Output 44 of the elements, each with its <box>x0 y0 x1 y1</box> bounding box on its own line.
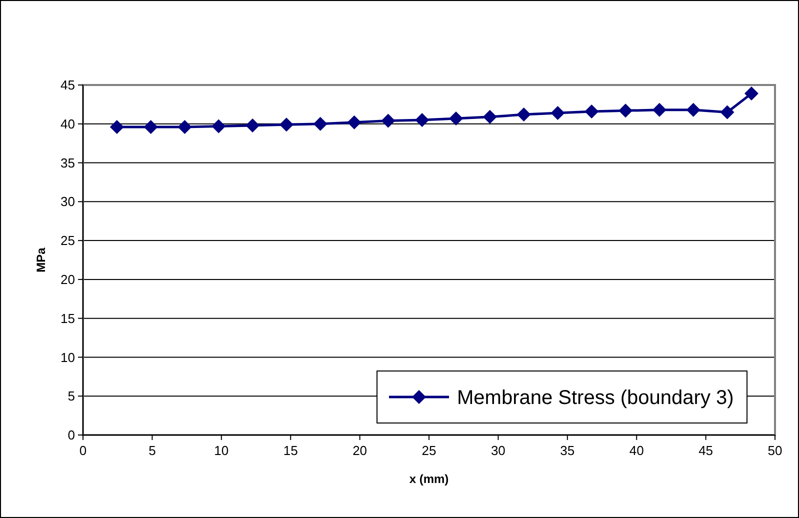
x-tick-label: 45 <box>698 443 714 458</box>
x-tick-label: 5 <box>148 443 156 458</box>
y-tick-label: 25 <box>60 233 75 248</box>
point <box>313 116 328 131</box>
point <box>110 120 124 134</box>
y-tick-label: 15 <box>60 310 75 326</box>
y-tick-label: 30 <box>60 194 75 210</box>
y-tick-label: 10 <box>60 350 75 365</box>
x-tick-label: 25 <box>422 443 436 458</box>
point <box>584 104 599 118</box>
point <box>744 86 758 101</box>
y-axis-title: MPa <box>34 247 48 272</box>
x-tick-label: 30 <box>490 443 506 458</box>
x-tick-label: 20 <box>352 443 368 458</box>
y-tick-label: 5 <box>68 388 75 404</box>
point <box>381 114 396 128</box>
y-tick-label: 35 <box>60 155 75 170</box>
point <box>212 119 226 134</box>
point <box>720 105 734 120</box>
legend-label: Membrane Stress (boundary 3) <box>457 387 734 409</box>
x-tick-label: 10 <box>214 443 229 458</box>
y-tick-label: 0 <box>68 428 75 443</box>
point <box>686 102 700 117</box>
x-tick-label: 35 <box>560 443 575 458</box>
point <box>618 104 633 118</box>
point <box>550 106 565 120</box>
point <box>482 110 497 124</box>
x-tick-label: 15 <box>283 443 298 458</box>
x-tick-label: 50 <box>768 443 782 458</box>
y-tick-label: 20 <box>60 272 75 287</box>
point <box>448 111 463 126</box>
y-tick-label: 40 <box>60 116 75 132</box>
point <box>144 120 158 134</box>
point <box>246 118 260 132</box>
point <box>516 108 531 122</box>
point <box>279 118 294 132</box>
x-tick-label: 0 <box>79 443 87 458</box>
y-tick-label: 45 <box>60 78 75 93</box>
point <box>347 115 362 130</box>
x-axis-title: x (mm) <box>409 472 449 486</box>
point <box>178 120 192 134</box>
x-tick-label: 40 <box>629 443 644 458</box>
point <box>652 102 666 117</box>
point <box>415 113 430 127</box>
